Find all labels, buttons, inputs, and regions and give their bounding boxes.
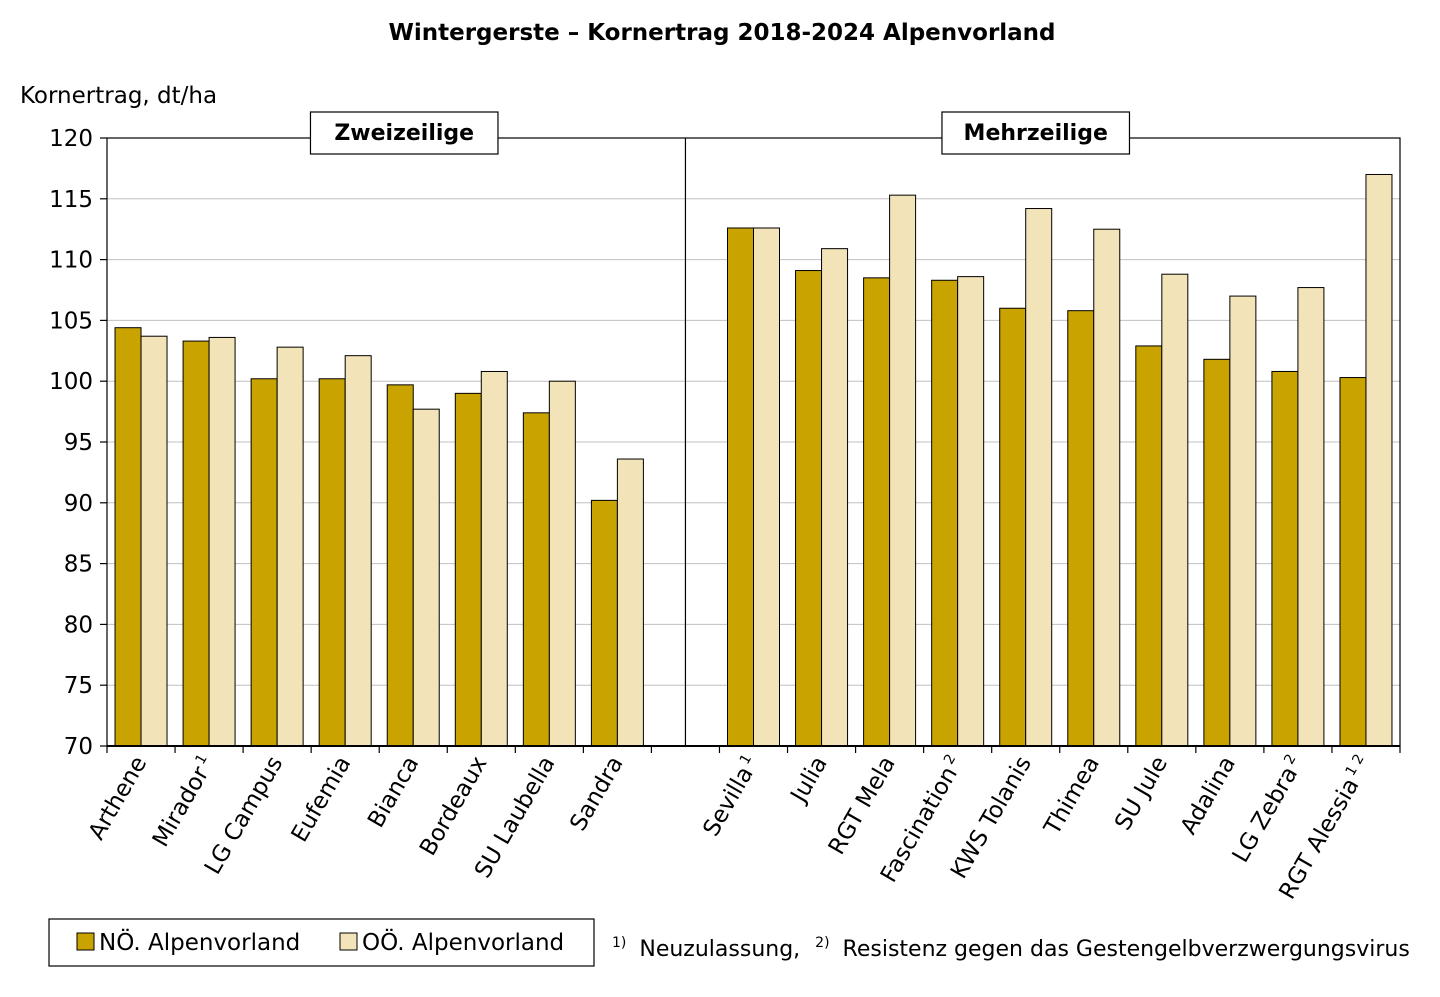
bar-noe-2 bbox=[250, 378, 278, 747]
bar-noe-5 bbox=[454, 392, 482, 747]
y-tick-label: 80 bbox=[64, 612, 93, 638]
x-category-label: Sandra bbox=[565, 752, 628, 836]
y-tick-label: 115 bbox=[49, 187, 93, 213]
bar-noe-13 bbox=[999, 307, 1027, 747]
x-category-label: Mirador1 bbox=[147, 752, 220, 852]
bar-noe-17 bbox=[1271, 370, 1299, 747]
bar-noe-14 bbox=[1067, 310, 1095, 747]
x-category-label: KWS Tolanis bbox=[946, 752, 1037, 883]
y-axis-label: Kornertrag, dt/ha bbox=[20, 83, 217, 109]
group-label-text: Zweizeilige bbox=[334, 121, 474, 146]
group-label-box bbox=[309, 111, 499, 155]
x-category-label: Julia bbox=[785, 752, 833, 809]
footnote-text-2: Resistenz gegen das Gestengelbverzwergun… bbox=[843, 937, 1410, 962]
bar-noe-12 bbox=[931, 279, 959, 747]
legend-label-ooe: OÖ. Alpenvorland bbox=[362, 928, 564, 956]
x-category-label: Eufemia bbox=[287, 752, 357, 847]
legend-swatch-noe bbox=[76, 932, 95, 951]
y-tick-label: 75 bbox=[64, 673, 93, 699]
bar-noe-0 bbox=[114, 327, 142, 747]
legend-label-noe: NÖ. Alpenvorland bbox=[99, 928, 300, 956]
x-category-label: LG Campus bbox=[200, 752, 288, 879]
bar-noe-18 bbox=[1339, 377, 1367, 747]
svg-text:1) Neuzulassung, 2: 1) Neuzulassung, 2) Resistenz gegen das … bbox=[612, 928, 1410, 962]
bar-noe-15 bbox=[1135, 345, 1163, 747]
footnote: 1) Neuzulassung, 2) Resistenz gegen das … bbox=[612, 928, 1410, 962]
x-category-label: Bordeaux bbox=[415, 752, 492, 860]
bar-ooe-6 bbox=[548, 380, 576, 747]
group-label-zweizeilige: Zweizeilige bbox=[309, 111, 499, 155]
bar-ooe-4 bbox=[412, 408, 440, 747]
x-category-label: Arthene bbox=[84, 752, 152, 844]
group-label-mehrzeilige: Mehrzeilige bbox=[941, 111, 1131, 155]
bar-ooe-2 bbox=[276, 346, 304, 747]
bar-noe-6 bbox=[522, 412, 550, 747]
bar-ooe-9 bbox=[753, 227, 780, 747]
bar-ooe-5 bbox=[480, 370, 508, 747]
group-labels: Zweizeilige Mehrzeilige bbox=[309, 111, 1131, 155]
bar-noe-3 bbox=[318, 378, 346, 747]
y-tick-label: 120 bbox=[49, 126, 93, 152]
bar-ooe-1 bbox=[208, 336, 236, 747]
x-category-label: Bianca bbox=[363, 752, 424, 832]
y-tick-label: 95 bbox=[64, 430, 93, 456]
x-category-label: Sevilla1 bbox=[698, 752, 765, 841]
bar-noe-4 bbox=[386, 384, 414, 747]
group-label-text: Mehrzeilige bbox=[964, 121, 1108, 146]
bars bbox=[114, 173, 1393, 747]
footnote-marker-2: 2) bbox=[815, 935, 829, 951]
bar-ooe-3 bbox=[344, 355, 372, 747]
y-tick-label: 105 bbox=[49, 308, 93, 334]
legend: NÖ. Alpenvorland OÖ. Alpenvorland bbox=[48, 918, 595, 967]
footnote-marker-1: 1) bbox=[612, 935, 626, 951]
bar-ooe-11 bbox=[889, 194, 917, 747]
chart-title: Wintergerste – Kornertrag 2018-2024 Alpe… bbox=[388, 20, 1055, 46]
bar-ooe-7 bbox=[616, 458, 644, 747]
bar-ooe-10 bbox=[821, 248, 849, 747]
y-tick-label: 100 bbox=[49, 369, 93, 395]
axes bbox=[100, 137, 1401, 753]
x-category-label: LG Zebra2 bbox=[1227, 752, 1309, 868]
bar-ooe-16 bbox=[1229, 295, 1257, 747]
bar-noe-10 bbox=[795, 270, 823, 747]
bar-noe-1 bbox=[182, 340, 210, 747]
footnote-text-1: Neuzulassung, bbox=[639, 937, 800, 962]
bar-ooe-14 bbox=[1093, 228, 1121, 747]
bar-ooe-13 bbox=[1025, 208, 1053, 747]
bar-noe-7 bbox=[590, 499, 618, 747]
bar-noe-9 bbox=[727, 227, 754, 747]
legend-swatch-ooe bbox=[339, 932, 358, 951]
y-tick-label: 70 bbox=[64, 734, 93, 760]
x-category-label: Thimea bbox=[1039, 752, 1105, 840]
x-category-label: SU Jule bbox=[1110, 752, 1173, 835]
legend-box bbox=[48, 918, 595, 967]
x-category-label: Adalina bbox=[1176, 752, 1241, 839]
bar-noe-16 bbox=[1203, 358, 1231, 747]
bar-ooe-17 bbox=[1297, 287, 1325, 747]
bar-ooe-12 bbox=[957, 276, 985, 747]
bar-noe-11 bbox=[863, 277, 891, 747]
y-tick-labels: 70 75 80 85 90 95 100 105 110 115 120 bbox=[49, 126, 93, 760]
y-tick-label: 85 bbox=[64, 552, 93, 578]
y-tick-label: 90 bbox=[64, 491, 93, 517]
bar-ooe-0 bbox=[140, 335, 168, 747]
bar-ooe-18 bbox=[1365, 173, 1393, 747]
bar-ooe-15 bbox=[1161, 273, 1189, 747]
x-category-label: RGT Mela bbox=[824, 752, 901, 859]
y-tick-label: 110 bbox=[49, 248, 93, 274]
group-label-box bbox=[941, 111, 1131, 155]
